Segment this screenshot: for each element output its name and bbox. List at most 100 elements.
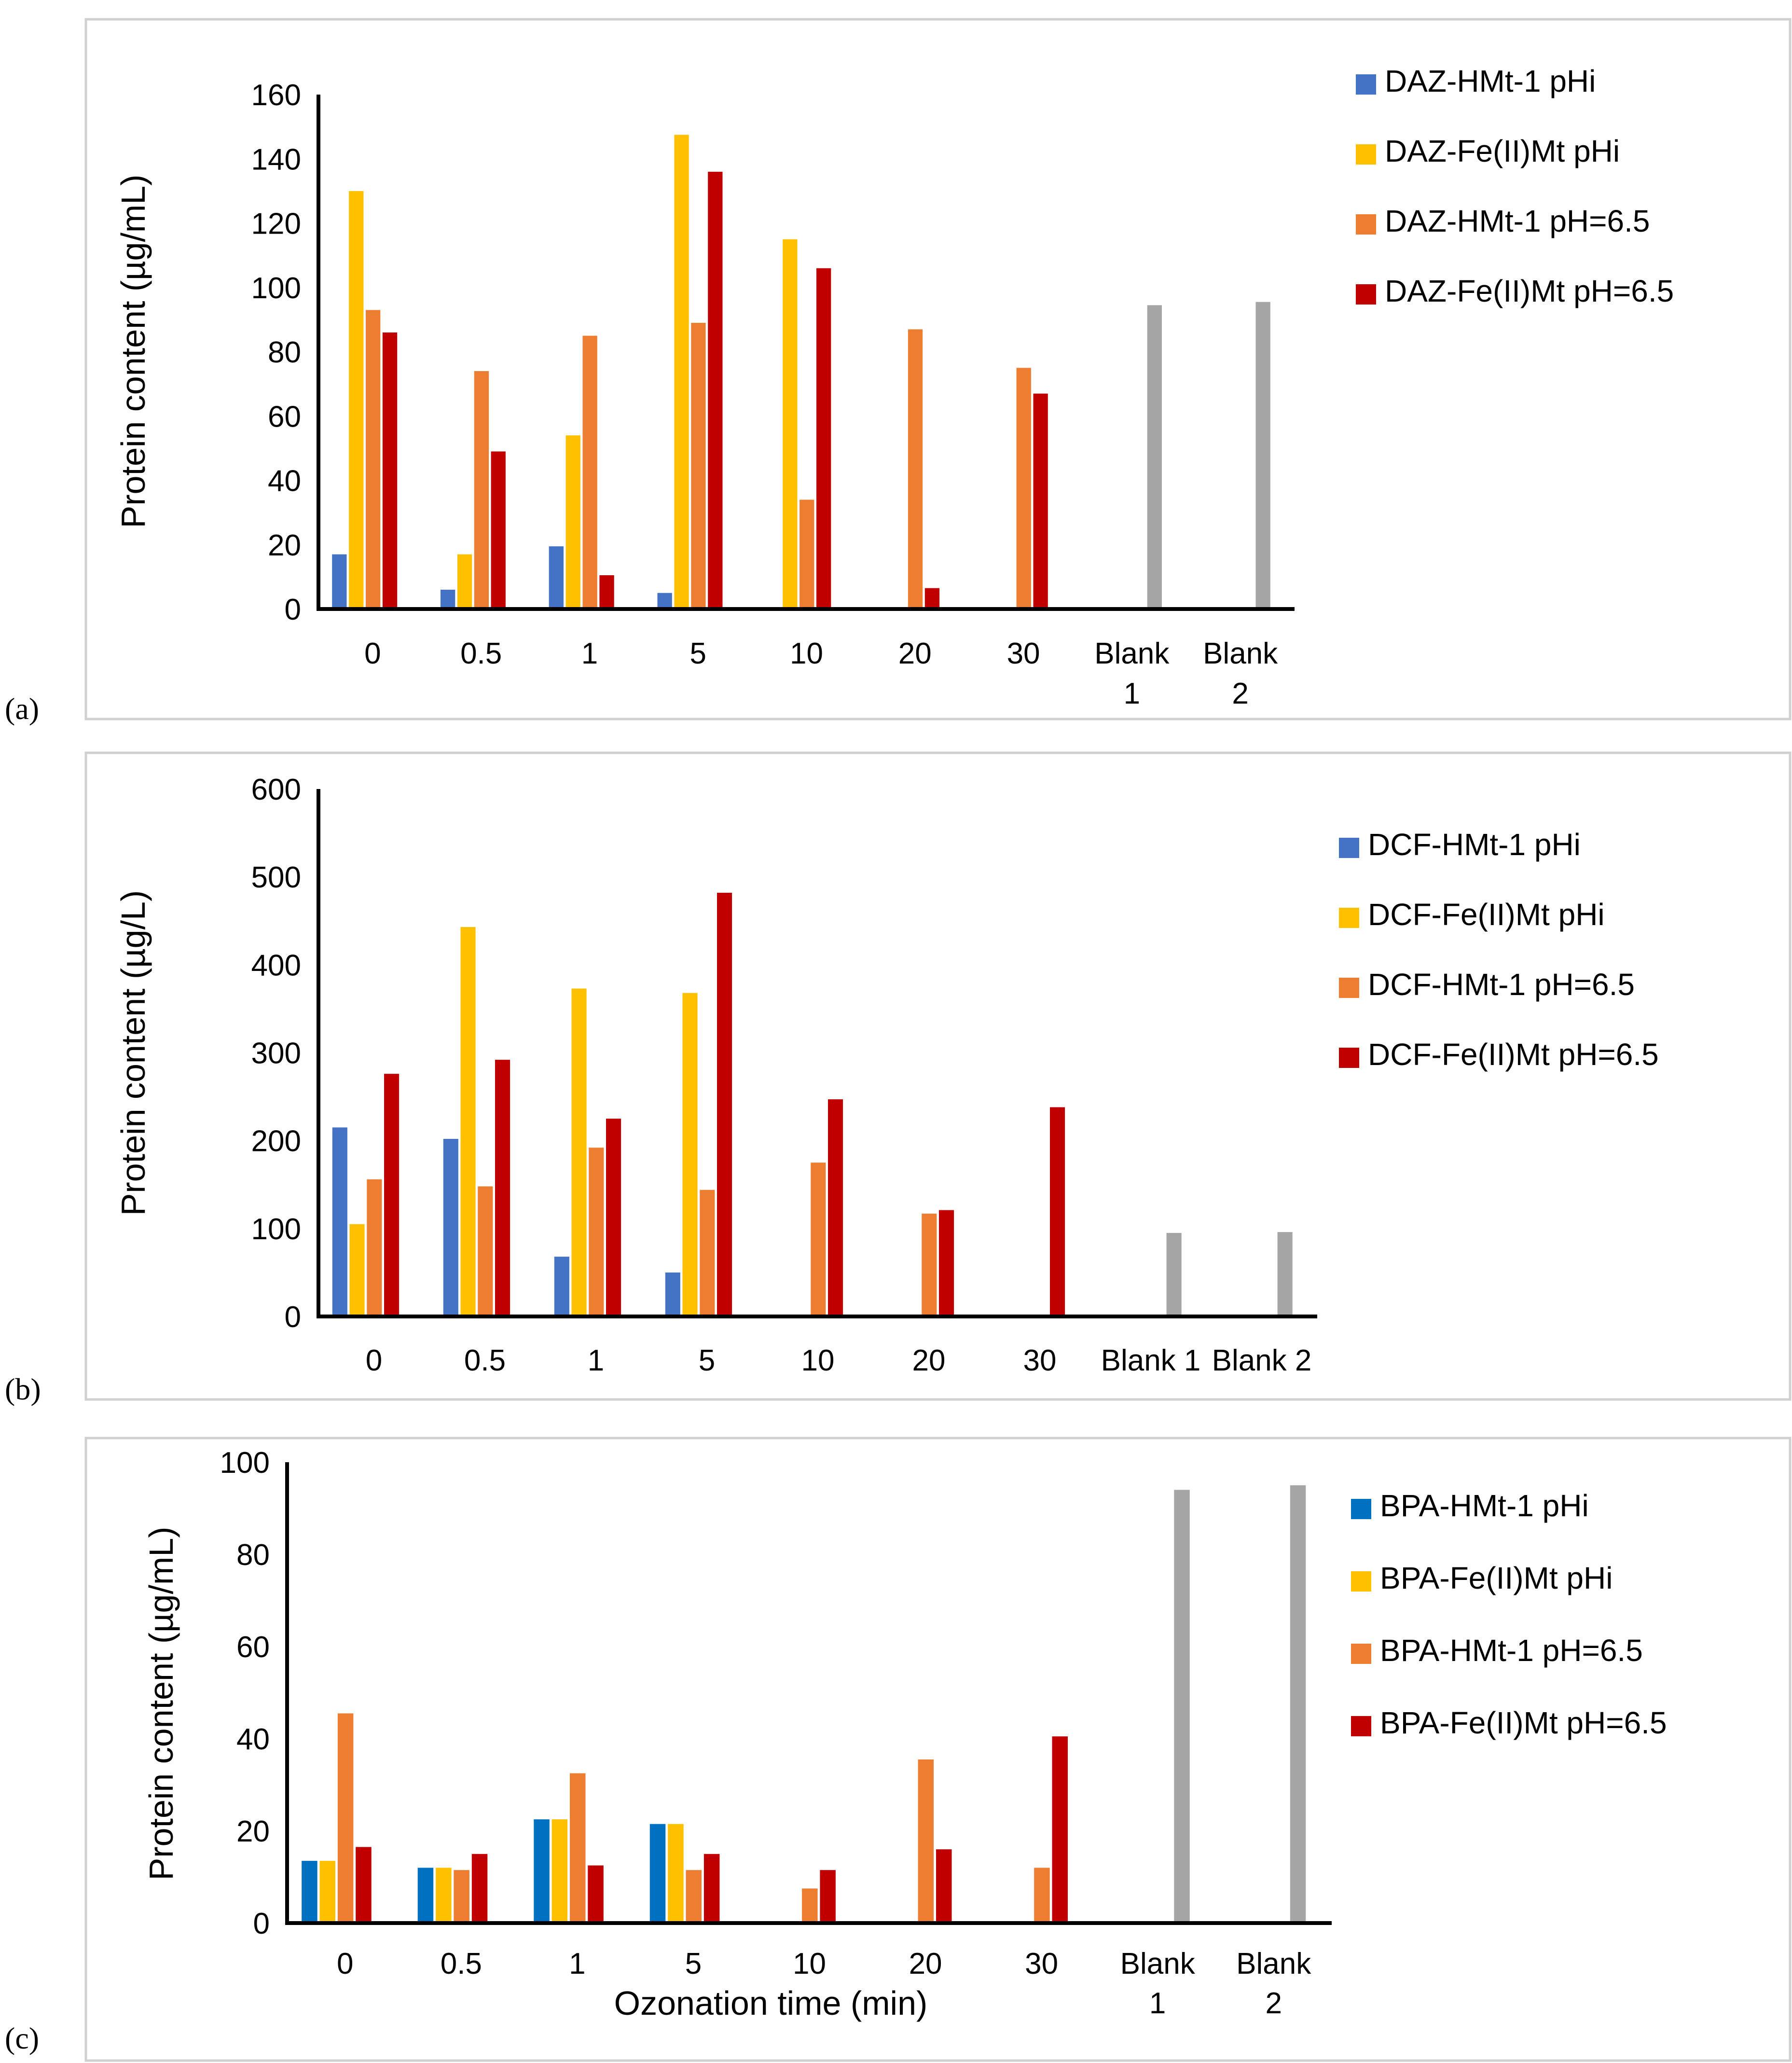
legend-entry: BPA-HMt-1 pH=6.5 <box>1380 1633 1643 1668</box>
x-tick-label: 2 <box>1232 677 1248 710</box>
legend-swatch <box>1356 144 1376 165</box>
bar-blank <box>1147 305 1162 609</box>
y-tick-label: 40 <box>236 1723 270 1756</box>
x-tick-label: Blank 2 <box>1212 1344 1312 1377</box>
bar-bpa-hmt-1-ph-6-5 <box>802 1888 818 1923</box>
x-tick-label: Blank <box>1094 637 1170 670</box>
bar-dcf-fe-ii-mt-ph-6-5 <box>384 1074 400 1316</box>
x-tick-label: 20 <box>898 637 932 670</box>
panel-3-frame <box>84 1437 1792 2062</box>
x-tick-label: Blank <box>1236 1947 1311 1980</box>
x-tick-label: 0.5 <box>460 637 502 670</box>
legend-entry: BPA-Fe(II)Mt pH=6.5 <box>1380 1705 1667 1740</box>
legend-swatch <box>1351 1644 1371 1664</box>
x-tick-label: 30 <box>1025 1947 1058 1980</box>
bar-daz-hmt-1-ph-6-5 <box>691 323 706 609</box>
panel-label: (a) <box>5 692 39 726</box>
bar-daz-fe-ii-mt-ph-6-5 <box>382 332 398 609</box>
x-tick-label: Blank <box>1203 637 1278 670</box>
bar-bpa-fe-ii-mt-ph-6-5 <box>1052 1736 1068 1923</box>
x-tick-label: 10 <box>801 1344 835 1377</box>
bar-bpa-hmt-1-ph-6-5 <box>454 1870 469 1923</box>
legend-swatch <box>1351 1716 1371 1736</box>
y-tick-label: 100 <box>251 272 301 305</box>
bar-bpa-fe-ii-mt-phi <box>436 1868 452 1923</box>
legend-swatch <box>1339 838 1359 858</box>
panel-label: (b) <box>5 1372 41 1406</box>
bar-bpa-hmt-1-phi <box>649 1824 666 1923</box>
bar-dcf-fe-ii-mt-ph-6-5 <box>939 1210 954 1316</box>
bar-dcf-hmt-1-ph-6-5 <box>478 1186 493 1316</box>
bar-dcf-hmt-1-ph-6-5 <box>922 1213 937 1316</box>
x-tick-label: 0.5 <box>441 1947 482 1980</box>
x-tick-label: 5 <box>685 1947 702 1980</box>
bar-bpa-fe-ii-mt-ph-6-5 <box>820 1870 836 1923</box>
x-tick-label: 1 <box>1149 1987 1166 2020</box>
y-tick-label: 20 <box>268 529 301 562</box>
bar-blank <box>1290 1485 1306 1924</box>
x-tick-label: 5 <box>689 637 706 670</box>
y-tick-label: 20 <box>236 1815 270 1848</box>
y-tick-label: 100 <box>220 1446 270 1480</box>
bar-blank <box>1255 302 1270 609</box>
x-tick-label: 10 <box>793 1947 826 1980</box>
y-tick-label: 60 <box>268 400 301 433</box>
bar-dcf-fe-ii-mt-ph-6-5 <box>606 1119 621 1316</box>
bar-daz-fe-ii-mt-ph-6-5 <box>708 171 723 609</box>
bar-daz-hmt-1-phi <box>441 590 455 609</box>
bar-dcf-fe-ii-mt-phi <box>349 1224 365 1316</box>
bar-blank <box>1277 1232 1293 1316</box>
panel-1-frame <box>84 18 1792 720</box>
bar-bpa-fe-ii-mt-ph-6-5 <box>588 1865 604 1923</box>
bar-bpa-fe-ii-mt-phi <box>551 1819 568 1923</box>
bar-daz-fe-ii-mt-ph-6-5 <box>924 588 940 609</box>
legend-entry: DCF-Fe(II)Mt pHi <box>1368 897 1605 932</box>
bar-daz-fe-ii-mt-phi <box>349 191 364 609</box>
x-tick-label: 30 <box>1023 1344 1057 1377</box>
legend-entry: DCF-Fe(II)Mt pH=6.5 <box>1368 1037 1659 1072</box>
legend-swatch <box>1351 1499 1371 1519</box>
bar-bpa-hmt-1-phi <box>534 1819 550 1923</box>
bar-dcf-hmt-1-ph-6-5 <box>589 1148 604 1316</box>
bar-daz-hmt-1-ph-6-5 <box>1016 368 1031 609</box>
y-tick-label: 0 <box>285 1301 301 1334</box>
x-tick-label: 1 <box>581 637 598 670</box>
x-tick-label: 30 <box>1007 637 1040 670</box>
bar-dcf-fe-ii-mt-phi <box>460 927 476 1316</box>
y-tick-label: 40 <box>268 465 301 498</box>
y-tick-label: 120 <box>251 208 301 241</box>
bar-bpa-fe-ii-mt-phi <box>668 1824 684 1923</box>
bar-daz-fe-ii-mt-phi <box>457 554 472 609</box>
bar-daz-fe-ii-mt-ph-6-5 <box>599 575 614 609</box>
bar-daz-fe-ii-mt-phi <box>565 435 580 609</box>
bar-dcf-fe-ii-mt-phi <box>682 993 698 1316</box>
y-tick-label: 400 <box>251 949 301 982</box>
bar-dcf-fe-ii-mt-phi <box>571 988 587 1316</box>
legend-swatch <box>1356 284 1376 305</box>
x-tick-label: 5 <box>699 1344 715 1377</box>
bar-bpa-hmt-1-ph-6-5 <box>918 1759 934 1923</box>
legend-entry: DAZ-HMt-1 pHi <box>1385 64 1596 98</box>
legend-entry: BPA-HMt-1 pHi <box>1380 1488 1589 1523</box>
x-tick-label: Blank 1 <box>1101 1344 1201 1377</box>
bar-dcf-hmt-1-phi <box>443 1139 458 1316</box>
y-tick-label: 80 <box>268 336 301 369</box>
y-tick-label: 80 <box>236 1538 270 1572</box>
legend-swatch <box>1356 74 1376 95</box>
bar-daz-hmt-1-ph-6-5 <box>582 335 597 609</box>
bar-dcf-hmt-1-phi <box>332 1127 347 1316</box>
panel-2-frame <box>84 751 1792 1401</box>
bar-bpa-fe-ii-mt-ph-6-5 <box>471 1854 488 1924</box>
x-tick-label: 2 <box>1265 1987 1282 2020</box>
legend-swatch <box>1356 214 1376 235</box>
legend-swatch <box>1351 1571 1371 1592</box>
legend-entry: DAZ-Fe(II)Mt pH=6.5 <box>1385 274 1674 308</box>
legend-entry: DAZ-Fe(II)Mt pHi <box>1385 134 1620 168</box>
bar-bpa-fe-ii-mt-ph-6-5 <box>356 1847 372 1923</box>
bar-daz-fe-ii-mt-phi <box>674 135 689 609</box>
y-tick-label: 0 <box>285 593 301 626</box>
y-tick-label: 100 <box>251 1213 301 1246</box>
legend-swatch <box>1339 1048 1359 1068</box>
bar-bpa-hmt-1-ph-6-5 <box>686 1870 702 1923</box>
bar-bpa-hmt-1-phi <box>302 1861 317 1923</box>
